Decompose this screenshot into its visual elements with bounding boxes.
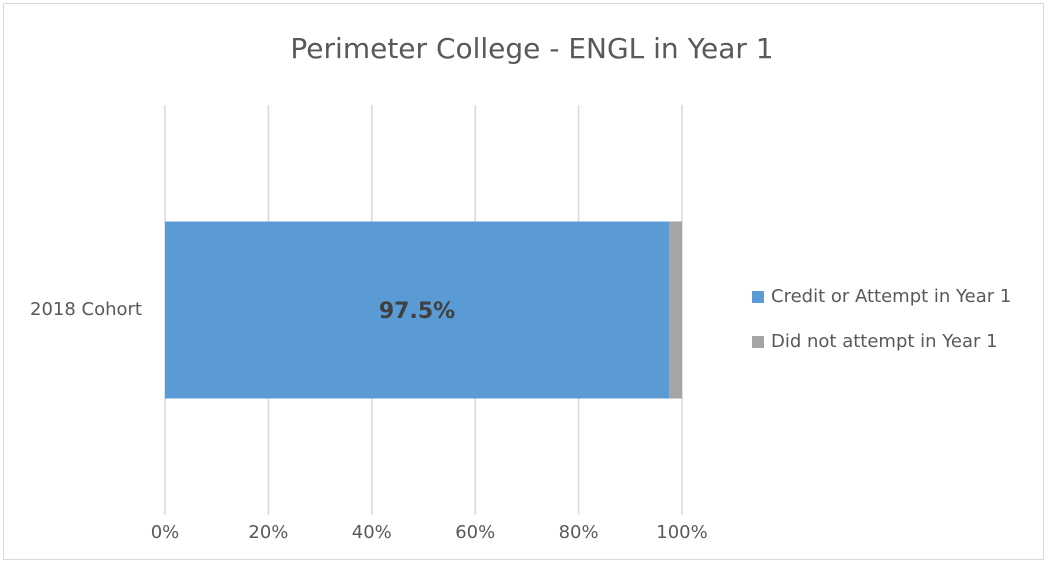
- legend-label: Credit or Attempt in Year 1: [771, 286, 1011, 307]
- y-tick-label: 2018 Cohort: [30, 299, 142, 320]
- x-tick-label: 80%: [559, 522, 599, 543]
- x-tick-label: 20%: [248, 522, 288, 543]
- x-tick-label: 40%: [352, 522, 392, 543]
- chart-title: Perimeter College - ENGL in Year 1: [290, 32, 773, 65]
- legend-swatch: [752, 291, 764, 303]
- x-tick-label: 0%: [151, 522, 180, 543]
- bar-segment: [669, 221, 682, 399]
- legend-swatch: [752, 336, 764, 348]
- x-tick-label: 60%: [455, 522, 495, 543]
- x-tick-label: 100%: [656, 522, 707, 543]
- data-label: 97.5%: [379, 299, 455, 324]
- bar-segment: [165, 221, 670, 399]
- legend-label: Did not attempt in Year 1: [771, 331, 998, 352]
